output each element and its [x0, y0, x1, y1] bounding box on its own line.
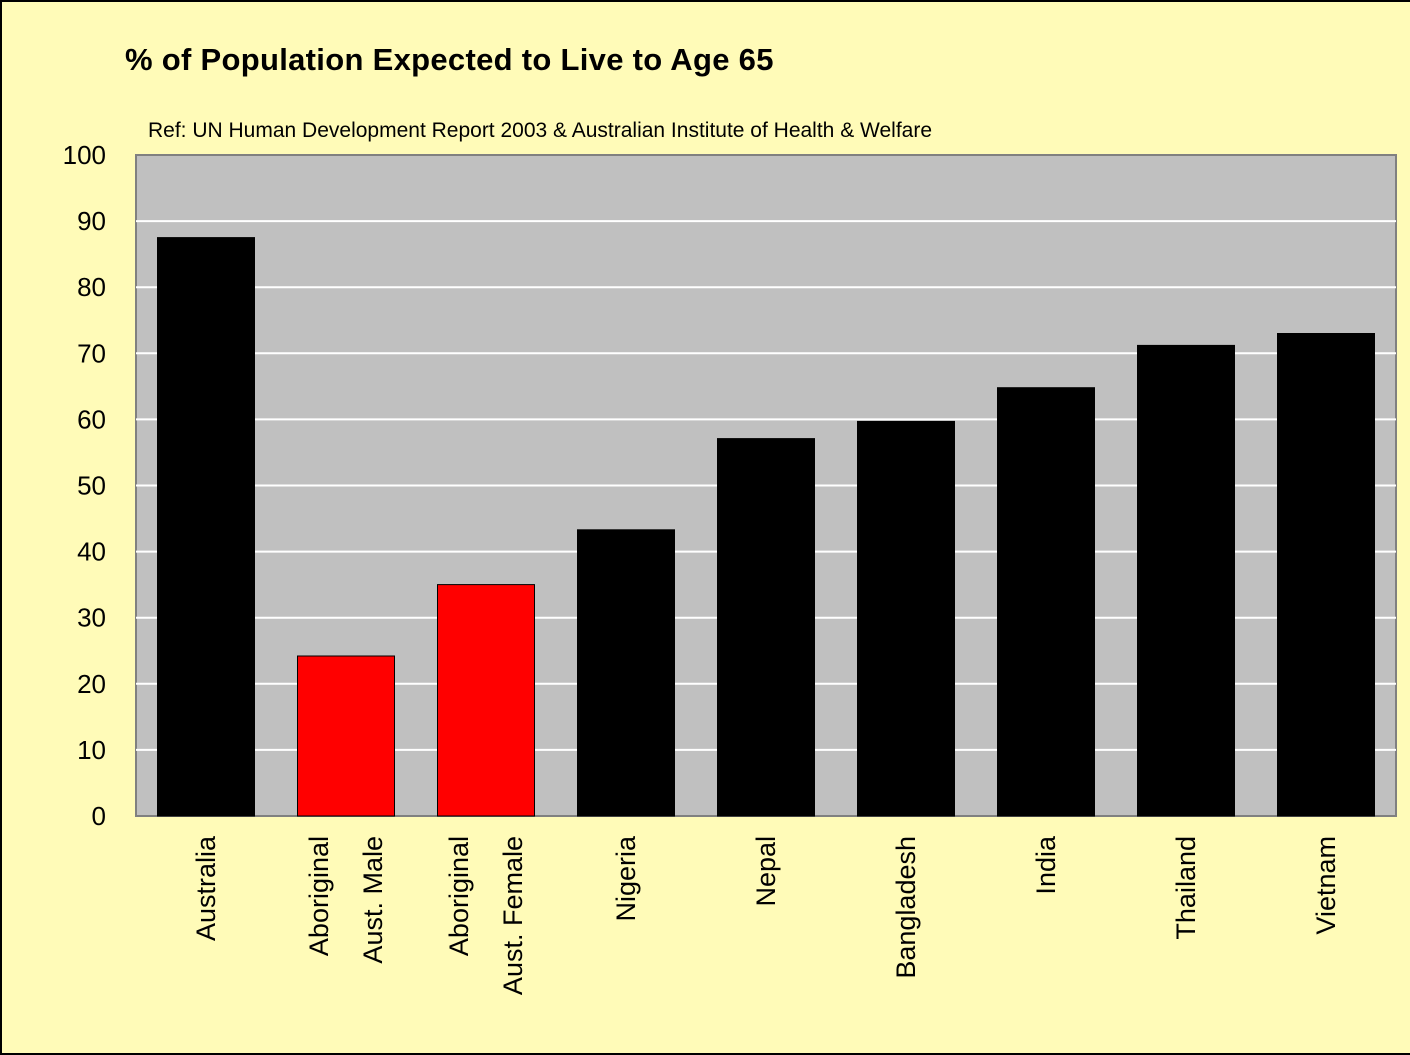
bar [577, 529, 675, 817]
bar [1137, 344, 1235, 817]
frame-top-edge [0, 0, 1410, 2]
bar [997, 387, 1095, 817]
y-tick-label: 90 [77, 206, 106, 236]
bars [157, 237, 1375, 817]
x-tick-label: Thailand [1171, 836, 1201, 940]
y-tick-label: 40 [77, 537, 106, 567]
bar [157, 237, 255, 817]
bar [1277, 333, 1375, 817]
y-tick-label: 60 [77, 404, 106, 434]
x-tick-label: India [1031, 835, 1061, 895]
y-tick-label: 80 [77, 272, 106, 302]
frame-bottom-edge [0, 1053, 1410, 1055]
chart-subtitle: Ref: UN Human Development Report 2003 & … [148, 119, 933, 142]
x-tick-label: Nepal [751, 836, 781, 907]
y-tick-label: 20 [77, 669, 106, 699]
y-tick-label: 30 [77, 603, 106, 633]
x-tick-label: Australia [191, 835, 221, 941]
bar [437, 584, 535, 817]
y-tick-label: 70 [77, 338, 106, 368]
x-tick-label: Aboriginal [444, 836, 474, 956]
y-tick-label: 0 [92, 801, 106, 831]
x-axis-tick-labels: Australia Aboriginal Aust. Male Aboriginal A… [191, 835, 1341, 995]
chart-title: % of Population Expected to Live to Age … [125, 42, 774, 77]
y-tick-label: 100 [63, 140, 106, 170]
x-tick-label: Vietnam [1311, 836, 1341, 935]
y-tick-label: 50 [77, 471, 106, 501]
bar [297, 655, 395, 817]
x-tick-label: Bangladesh [891, 836, 921, 979]
x-tick-label: Nigeria [611, 835, 641, 922]
frame-left-edge [0, 0, 2, 1055]
x-tick-label: Aboriginal [304, 836, 334, 956]
bar [857, 420, 955, 817]
bar [717, 438, 815, 817]
x-tick-label: Aust. Female [498, 836, 528, 995]
y-axis-tick-labels: 0 10 20 30 40 50 60 70 80 90 100 [63, 140, 106, 831]
x-tick-label: Aust. Male [358, 836, 388, 964]
y-tick-label: 10 [77, 735, 106, 765]
